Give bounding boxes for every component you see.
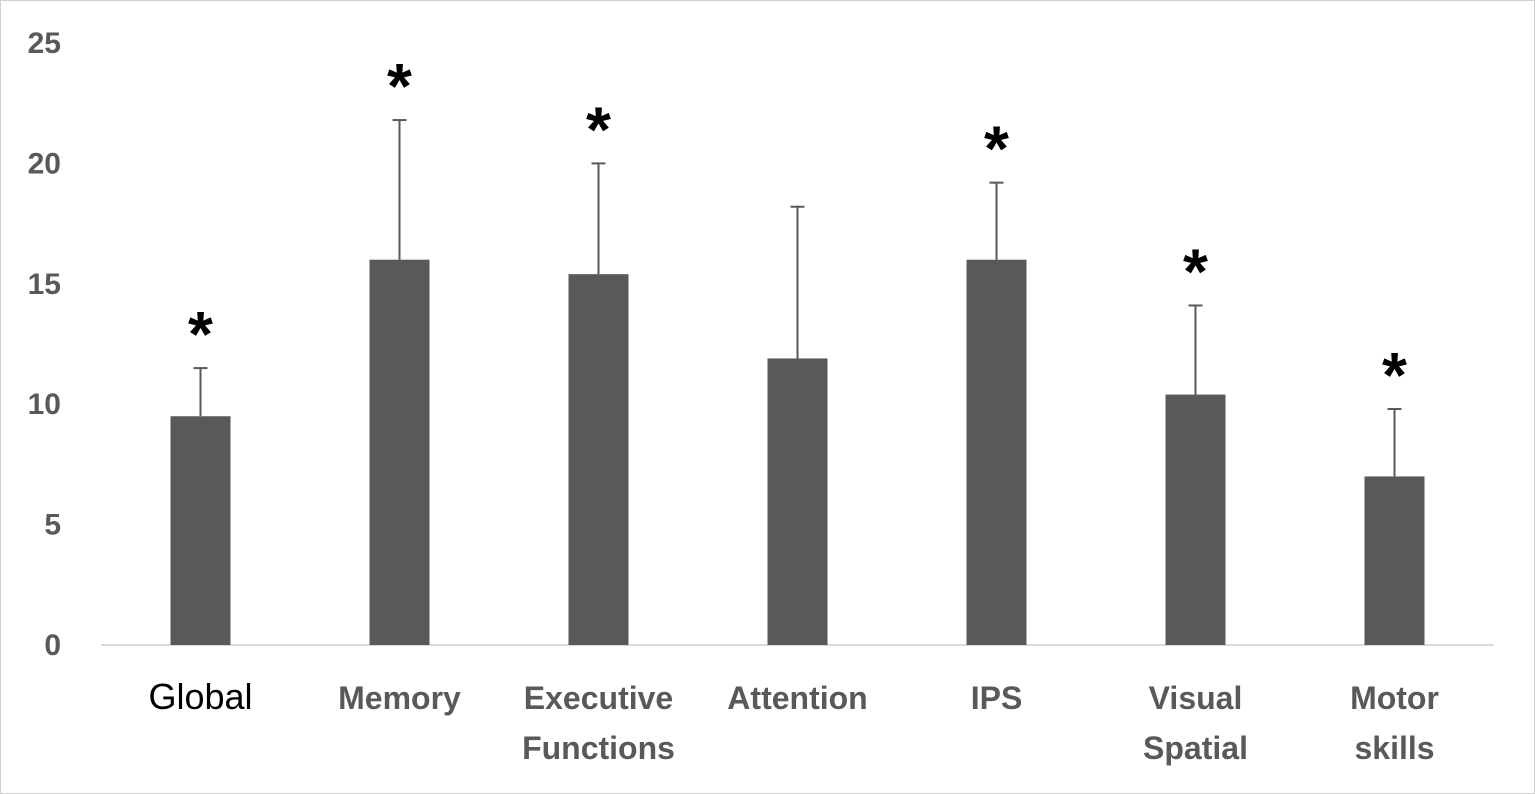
bar [1165, 394, 1226, 645]
significance-marker: * [586, 93, 611, 165]
significance-marker: * [1382, 339, 1407, 411]
bar [767, 358, 828, 645]
x-tick-label: Memory [338, 680, 461, 716]
significance-marker: * [984, 113, 1009, 185]
significance-marker: * [188, 298, 213, 370]
x-tick-label: IPS [971, 680, 1023, 716]
x-tick-label: Attention [727, 680, 867, 716]
x-tick-label: Spatial [1143, 730, 1248, 766]
y-tick-label: 0 [44, 629, 61, 662]
x-tick-label: Executive [524, 680, 673, 716]
x-tick-label: Motor [1350, 680, 1439, 716]
bar [966, 259, 1027, 645]
significance-marker: * [387, 50, 412, 122]
bar [568, 274, 629, 645]
bar [170, 416, 231, 645]
y-tick-label: 20 [28, 147, 61, 180]
y-tick-label: 10 [28, 388, 61, 421]
significance-marker: * [1183, 235, 1208, 307]
bar [1364, 476, 1425, 645]
x-tick-label: Visual [1149, 680, 1243, 716]
x-tick-label: Functions [522, 730, 675, 766]
x-tick-label: Global [148, 676, 252, 717]
y-tick-label: 5 [44, 509, 61, 542]
y-tick-label: 15 [28, 268, 61, 301]
y-tick-label: 25 [28, 27, 61, 60]
bar [369, 259, 430, 645]
x-tick-label: skills [1354, 730, 1434, 766]
